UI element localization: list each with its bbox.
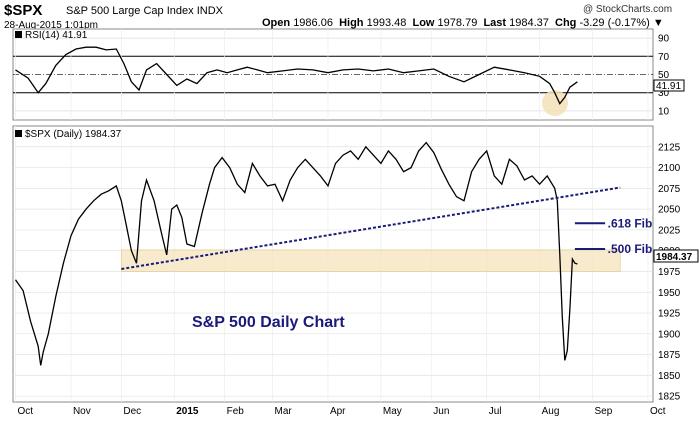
x-axis-label: Nov: [73, 406, 91, 417]
rsi-line: [15, 46, 578, 105]
x-axis-label: Mar: [275, 406, 293, 417]
high-value: 1993.48: [366, 17, 407, 29]
price-tick-label: 1900: [658, 329, 681, 340]
fib-levels: .618 Fib .500 Fib: [574, 216, 653, 256]
rsi-tick-label: 30: [658, 88, 670, 99]
price-legend-swatch: [15, 130, 22, 137]
fib-level-label: .618 Fib: [608, 216, 653, 230]
open-value: 1986.06: [293, 17, 333, 29]
x-axis-label: 2015: [176, 406, 199, 417]
exchange: INDX: [196, 5, 223, 17]
rsi-grid: [13, 29, 653, 120]
price-tick-label: 2050: [658, 205, 681, 216]
x-axis-label: Apr: [330, 406, 346, 417]
last-label: Last: [483, 17, 507, 29]
chg-label: Chg: [555, 17, 577, 29]
high-label: High: [339, 17, 364, 29]
rsi-oversold-highlight: [542, 90, 568, 116]
x-axis-label: Dec: [123, 406, 141, 417]
quote-line: Open 1986.06 High 1993.48 Low 1978.79 La…: [262, 17, 664, 29]
x-axis-label: May: [383, 406, 402, 417]
price-tick-label: 1825: [658, 392, 681, 403]
rsi-tick-label: 10: [658, 106, 670, 117]
low-value: 1978.79: [437, 17, 478, 29]
rsi-tick-label: 90: [658, 34, 670, 45]
price-tick-label: 2025: [658, 225, 681, 236]
rsi-legend-swatch: [15, 31, 22, 38]
price-tick-label: 2100: [658, 163, 681, 174]
x-axis-ticks: Oct Nov Dec 2015 Feb Mar Apr May Jun Jul Aug Sep Oct: [18, 406, 666, 417]
chg-value: -3.29 (-0.17%): [579, 17, 650, 29]
price-tick-label: 1925: [658, 309, 681, 320]
x-axis-label: Feb: [227, 406, 245, 417]
x-axis-label: Oct: [650, 406, 666, 417]
price-tick-label: 1950: [658, 288, 681, 299]
fib-level-label: .500 Fib: [608, 242, 653, 256]
x-axis-label: Oct: [18, 406, 34, 417]
x-axis-label: Sep: [595, 406, 613, 417]
symbol: $SPX: [4, 2, 43, 19]
rsi-tick-label: 70: [658, 52, 670, 63]
dropdown-triangle-icon[interactable]: ▼: [652, 17, 664, 29]
watermark: @ StockCharts.com: [583, 4, 673, 15]
rsi-label: RSI(14) 41.91: [25, 30, 88, 41]
price-label: $SPX (Daily) 1984.37: [25, 129, 122, 140]
price-ticks: 2125210020752050202520001975195019251900…: [658, 142, 681, 402]
rsi-tick-label: 50: [658, 70, 670, 81]
price-tick-label: 1850: [658, 371, 681, 382]
trendline: [121, 186, 621, 270]
rsi-current-badge: 41.91: [653, 79, 685, 92]
price-tick-label: 1875: [658, 350, 681, 361]
rsi-ticks: 90 70 50 30 10: [658, 34, 670, 118]
price-label-group: $SPX (Daily) 1984.37: [15, 129, 122, 140]
last-value: 1984.37: [509, 17, 549, 29]
price-tick-label: 1975: [658, 267, 681, 278]
x-axis-label: Jun: [433, 406, 449, 417]
price-line: [14, 141, 578, 366]
price-tick-label: 2125: [658, 142, 681, 153]
x-axis-label: Aug: [542, 406, 560, 417]
last-price-badge: 1984.37: [653, 249, 699, 263]
low-label: Low: [412, 17, 435, 29]
index-name: S&P 500 Large Cap Index INDX: [66, 5, 223, 17]
last-price-value: 1984.37: [656, 252, 693, 263]
index-full-name: S&P 500 Large Cap Index: [66, 5, 194, 17]
chart-title: S&P 500 Daily Chart: [192, 314, 345, 331]
quote-date: 28-Aug-2015 1:01pm: [4, 20, 98, 31]
open-label: Open: [262, 17, 291, 29]
x-axis-label: Jul: [489, 406, 502, 417]
rsi-label-group: RSI(14) 41.91: [15, 30, 88, 41]
support-zone: [120, 249, 621, 272]
price-tick-label: 2075: [658, 184, 681, 195]
rsi-current-value: 41.91: [656, 81, 681, 92]
